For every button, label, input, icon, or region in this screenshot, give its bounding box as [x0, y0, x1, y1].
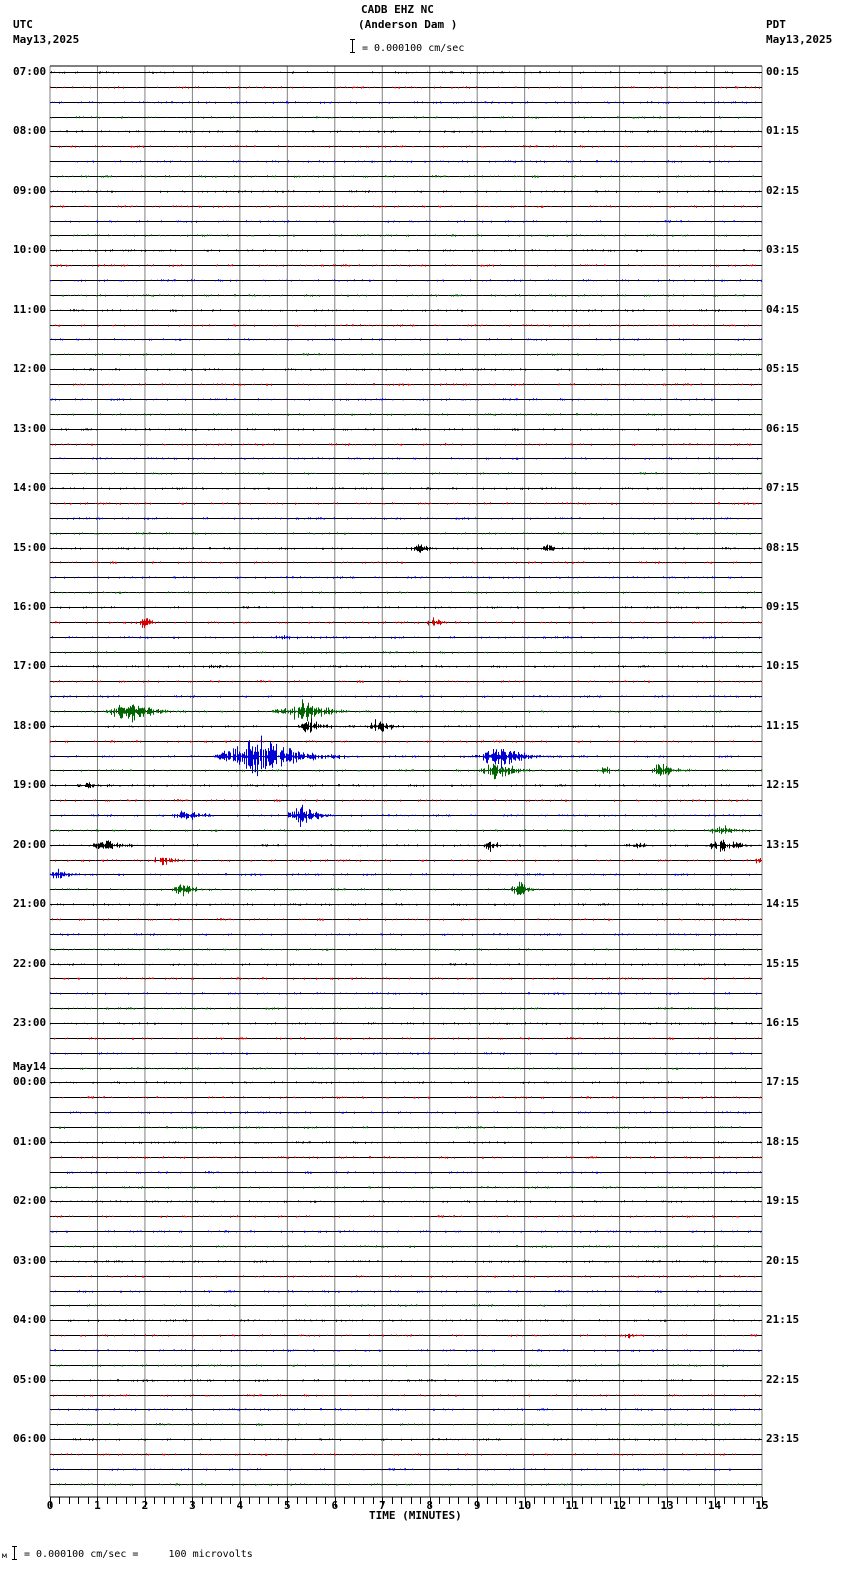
- pdt-hour-label: 09:15: [766, 599, 800, 613]
- pdt-hour-label: 00:15: [766, 65, 800, 78]
- footer-scale-text: = 0.000100 cm/sec = 100 microvolts: [24, 1549, 253, 1560]
- utc-hour-label: 12:00: [13, 362, 47, 376]
- pdt-hour-label: 19:15: [766, 1194, 800, 1208]
- utc-hour-label: 08:00: [13, 124, 47, 138]
- x-tick-label: 0: [46, 1499, 54, 1512]
- utc-hour-label: 16:00: [13, 599, 47, 613]
- pdt-hour-label: 11:15: [766, 718, 800, 732]
- utc-hour-label: 23:00: [13, 1016, 47, 1030]
- utc-hour-label: 04:00: [13, 1313, 47, 1327]
- x-axis-label: TIME (MINUTES): [369, 1509, 462, 1522]
- x-tick-label: 14: [707, 1499, 722, 1512]
- x-tick-label: 5: [284, 1499, 291, 1512]
- pdt-hour-label: 21:15: [766, 1313, 800, 1327]
- utc-hour-label: 21:00: [13, 897, 47, 911]
- pdt-hour-label: 12:15: [766, 778, 800, 792]
- pdt-hour-label: 03:15: [766, 243, 800, 257]
- date-change-label: May14: [13, 1060, 47, 1074]
- pdt-hour-label: 04:15: [766, 302, 800, 316]
- x-tick-label: 6: [331, 1499, 339, 1512]
- pdt-hour-label: 14:15: [766, 897, 800, 911]
- pdt-hour-label: 08:15: [766, 540, 800, 554]
- utc-hour-label: 07:00: [13, 65, 47, 78]
- pdt-hour-label: 17:15: [766, 1075, 800, 1089]
- pdt-hour-label: 23:15: [766, 1432, 800, 1446]
- station-title: CADB EHZ NC: [361, 3, 434, 16]
- utc-hour-label: 10:00: [13, 243, 47, 257]
- utc-hour-label: 00:00: [13, 1075, 47, 1089]
- pdt-hour-label: 22:15: [766, 1372, 800, 1386]
- utc-hour-label: 17:00: [13, 659, 47, 673]
- x-tick-label: 1: [94, 1499, 101, 1512]
- x-tick-label: 15: [755, 1499, 769, 1512]
- pdt-hour-label: 01:15: [766, 124, 800, 138]
- utc-hour-label: 15:00: [13, 540, 47, 554]
- pdt-hour-label: 15:15: [766, 956, 800, 970]
- x-tick-label: 9: [473, 1499, 481, 1512]
- x-tick-label: 12: [612, 1499, 627, 1512]
- pdt-hour-label: 05:15: [766, 362, 800, 376]
- x-tick-label: 8: [426, 1499, 434, 1512]
- footer-scale-bar-icon: [12, 1546, 20, 1560]
- x-tick-label: 4: [236, 1499, 244, 1512]
- utc-hour-label: 20:00: [13, 837, 47, 851]
- utc-hour-label: 19:00: [13, 778, 47, 792]
- x-tick-label: 3: [189, 1499, 196, 1512]
- pdt-hour-label: 02:15: [766, 183, 800, 197]
- pdt-hour-label: 06:15: [766, 421, 800, 435]
- utc-hour-label: 03:00: [13, 1253, 47, 1267]
- left-timezone: UTC: [13, 18, 33, 31]
- utc-hour-label: 18:00: [13, 718, 47, 732]
- utc-hour-label: 22:00: [13, 956, 47, 970]
- station-location: (Anderson Dam ): [358, 18, 458, 31]
- x-tick-label: 13: [660, 1499, 674, 1512]
- pdt-hour-label: 13:15: [766, 837, 800, 851]
- x-tick-label: 2: [141, 1499, 149, 1512]
- utc-hour-label: 05:00: [13, 1372, 47, 1386]
- pdt-hour-label: 16:15: [766, 1016, 800, 1030]
- pdt-hour-label: 07:15: [766, 481, 800, 495]
- footer-prefix: м: [2, 1551, 7, 1560]
- utc-hour-label: 01:00: [13, 1134, 47, 1148]
- utc-hour-label: 09:00: [13, 183, 47, 197]
- utc-hour-label: 13:00: [13, 421, 47, 435]
- x-tick-label: 11: [565, 1499, 579, 1512]
- right-timezone: PDT: [766, 18, 786, 31]
- pdt-hour-label: 20:15: [766, 1253, 800, 1267]
- scale-text: = 0.000100 cm/sec: [362, 43, 465, 54]
- x-tick-label: 10: [518, 1499, 532, 1512]
- left-date: May13,2025: [13, 33, 80, 46]
- pdt-hour-label: 10:15: [766, 659, 800, 673]
- utc-hour-label: 14:00: [13, 481, 47, 495]
- utc-hour-label: 06:00: [13, 1432, 47, 1446]
- right-date: May13,2025: [766, 33, 833, 46]
- x-tick-label: 7: [378, 1499, 386, 1512]
- utc-hour-label: 02:00: [13, 1194, 47, 1208]
- pdt-hour-label: 18:15: [766, 1134, 800, 1148]
- utc-hour-label: 11:00: [13, 302, 47, 316]
- scale-bar-icon: [350, 39, 358, 53]
